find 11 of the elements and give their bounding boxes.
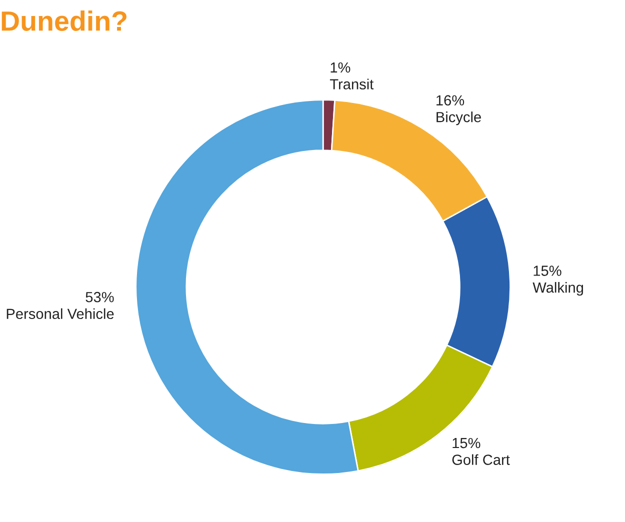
- data-label: 15%: [452, 438, 480, 448]
- slice-label: Golf Cart: [452, 454, 510, 465]
- data-label: 16%: [436, 95, 464, 106]
- slice-label: Bicycle: [436, 112, 481, 126]
- data-label: 53%: [86, 292, 114, 302]
- slice-label: Walking: [532, 282, 584, 296]
- data-label: 1%: [330, 62, 350, 73]
- data-label: 15%: [534, 266, 562, 276]
- chart-title: Dunedin?: [2, 10, 126, 31]
- slice-label: Transit: [330, 78, 374, 90]
- slice-label: Personal Vehicle: [6, 308, 114, 320]
